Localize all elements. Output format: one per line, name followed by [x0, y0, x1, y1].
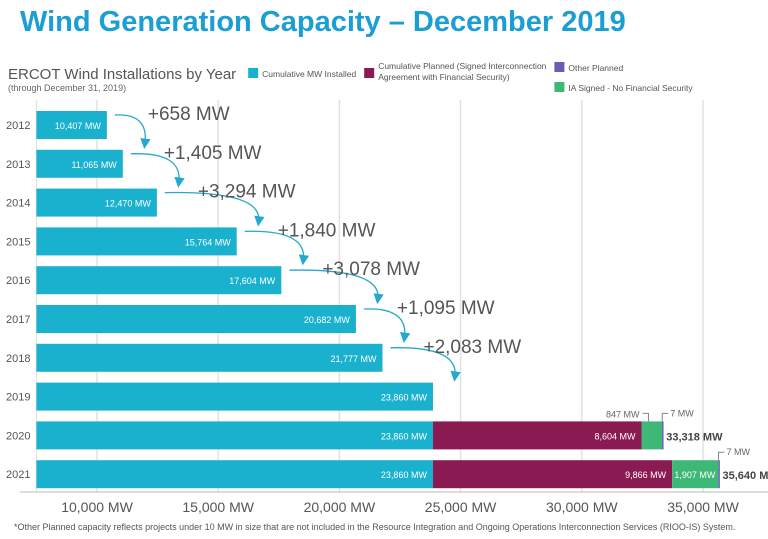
- bar-value-label: 23,860 MW: [381, 431, 428, 441]
- increment-label: +1,095 MW: [397, 298, 495, 319]
- bars: 10,407 MW 11,065 MW 12,470 MW 15,764 MW 17,6…: [36, 111, 720, 489]
- increment-arrow: [363, 308, 411, 343]
- increment-arrow: [164, 191, 265, 227]
- increment-arrow: [244, 230, 310, 266]
- bar-segment: [662, 421, 664, 450]
- bar-value-label: 23,860 MW: [381, 470, 428, 480]
- y-tick-label: 2014: [6, 198, 30, 210]
- callout-line: [642, 412, 650, 422]
- x-tick-label: 15,000 MW: [182, 499, 254, 515]
- bar-segment: [36, 305, 356, 333]
- y-tick-label: 2020: [6, 430, 30, 442]
- increment-arrow: [289, 269, 384, 305]
- x-tick-label: 20,000 MW: [304, 499, 376, 515]
- chart-subtitle-note: (through December 31, 2019): [8, 83, 126, 93]
- legend-label: IA Signed - No Financial Security: [568, 83, 693, 93]
- increment-label: +3,078 MW: [322, 259, 420, 280]
- increment-label: +1,405 MW: [164, 143, 262, 164]
- x-tick-label: 30,000 MW: [546, 499, 618, 515]
- bar-segment: [36, 460, 433, 489]
- increment-arrow: [130, 153, 185, 188]
- bar-value-label: 11,065 MW: [71, 160, 117, 170]
- bar-value-label: 1,907 MW: [674, 470, 716, 480]
- bar-value-label: 9,866 MW: [625, 470, 667, 480]
- y-tick-label: 2016: [6, 275, 30, 287]
- bar-value-label: 10,407 MW: [55, 121, 102, 131]
- bar-segment: [432, 460, 673, 489]
- y-tick-label: 2021: [6, 469, 30, 481]
- y-tick-label: 2018: [6, 353, 30, 365]
- annotations: 847 MW 7 MW 33,318 MW 1,907 MW 7 MW 35,640 MW…: [114, 104, 768, 482]
- legend-label: Agreement with Financial Security): [378, 72, 510, 82]
- legend-swatch: [554, 62, 565, 72]
- increment-arrow: [390, 347, 461, 382]
- bar-segment: [36, 343, 383, 372]
- increment-label: +3,294 MW: [198, 182, 296, 203]
- increment-arrow: [114, 114, 151, 149]
- increment-label: +658 MW: [148, 104, 230, 125]
- bar-value-label: 7 MW: [670, 408, 694, 418]
- chart-subtitle: ERCOT Wind Installations by Year: [8, 66, 236, 83]
- bar-value-label: 23,860 MW: [381, 393, 428, 403]
- bar-segment: [36, 382, 433, 411]
- callout-line: [661, 412, 669, 422]
- bar-segment: [718, 460, 720, 489]
- bar-value-label: 8,604 MW: [595, 431, 637, 441]
- bar-segment: [36, 188, 157, 217]
- bar-segment: [36, 111, 107, 139]
- x-tick-label: 10,000 MW: [61, 499, 133, 515]
- bar-value-label: 17,604 MW: [229, 276, 276, 286]
- y-tick-label: 2017: [6, 314, 30, 326]
- bar-segment: [36, 227, 237, 256]
- bar-value-label: 847 MW: [606, 409, 640, 419]
- bar-value-label: 7 MW: [727, 447, 751, 457]
- bar-value-label: 20,682 MW: [304, 315, 351, 325]
- increment-label: +1,840 MW: [278, 220, 376, 241]
- legend: Cumulative MW Installed Cumulative Planne…: [248, 61, 693, 93]
- bar-value-label: 15,764 MW: [185, 237, 232, 247]
- legend-label: Other Planned: [568, 63, 623, 73]
- x-tick-label: 25,000 MW: [425, 499, 497, 515]
- bar-segment: [36, 421, 433, 450]
- y-tick-label: 2019: [6, 392, 30, 404]
- legend-label: Cumulative Planned (Signed Interconnecti…: [378, 61, 546, 71]
- legend-swatch: [248, 68, 259, 78]
- x-axis: 10,000 MW 15,000 MW 20,000 MW 25,000 MW 30,0…: [6, 120, 768, 515]
- page-title: Wind Generation Capacity – December 2019: [20, 6, 626, 38]
- y-tick-label: 2013: [6, 159, 30, 171]
- total-label: 35,640 MW: [723, 470, 768, 482]
- bar-segment: [432, 421, 642, 450]
- legend-label: Cumulative MW Installed: [262, 69, 356, 79]
- bar-value-label: 21,777 MW: [330, 354, 377, 364]
- bar-segment: [641, 421, 663, 450]
- legend-swatch: [554, 82, 565, 92]
- bar-segment: [36, 266, 282, 295]
- total-label: 33,318 MW: [666, 431, 723, 443]
- y-tick-label: 2012: [6, 120, 30, 132]
- x-tick-label: 35,000 MW: [667, 499, 739, 515]
- callout-line: [718, 451, 725, 461]
- footnote: *Other Planned capacity reflects project…: [14, 522, 735, 532]
- bar-segment: [672, 460, 719, 489]
- increment-label: +2,083 MW: [423, 337, 521, 358]
- legend-swatch: [364, 68, 375, 78]
- bar-segment: [36, 149, 123, 178]
- bar-value-label: 12,470 MW: [105, 199, 152, 209]
- y-tick-label: 2015: [6, 236, 30, 248]
